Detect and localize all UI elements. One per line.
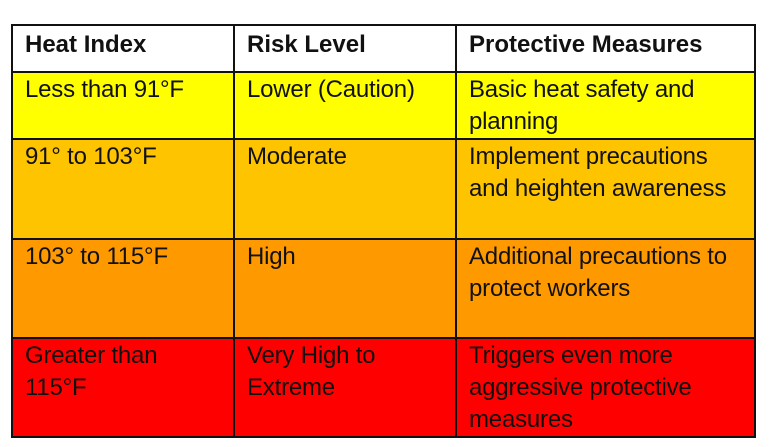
risk-level-cell: Moderate <box>233 138 457 240</box>
heat-index-cell: Less than 91°F <box>11 71 235 140</box>
risk-level-cell: Lower (Caution) <box>233 71 457 140</box>
measures-cell: Triggers even more aggressive protective… <box>455 337 756 438</box>
risk-level-cell: High <box>233 238 457 339</box>
heat-index-cell: Greater than 115°F <box>11 337 235 438</box>
header-risk-level: Risk Level <box>233 24 457 73</box>
heat-index-cell: 103° to 115°F <box>11 238 235 339</box>
table-row: 91° to 103°F Moderate Implement precauti… <box>11 138 756 240</box>
measures-cell: Additional precautions to protect worker… <box>455 238 756 339</box>
measures-cell: Basic heat safety and planning <box>455 71 756 140</box>
heat-index-cell: 91° to 103°F <box>11 138 235 240</box>
table-row: Less than 91°F Lower (Caution) Basic hea… <box>11 71 756 140</box>
header-row: Heat Index Risk Level Protective Measure… <box>11 24 756 73</box>
header-protective-measures: Protective Measures <box>455 24 756 73</box>
header-heat-index: Heat Index <box>11 24 235 73</box>
risk-level-cell: Very High to Extreme <box>233 337 457 438</box>
measures-cell: Implement precautions and heighten aware… <box>455 138 756 240</box>
table-row: Greater than 115°F Very High to Extreme … <box>11 337 756 438</box>
table-row: 103° to 115°F High Additional precaution… <box>11 238 756 339</box>
heat-index-table: Heat Index Risk Level Protective Measure… <box>11 24 756 438</box>
